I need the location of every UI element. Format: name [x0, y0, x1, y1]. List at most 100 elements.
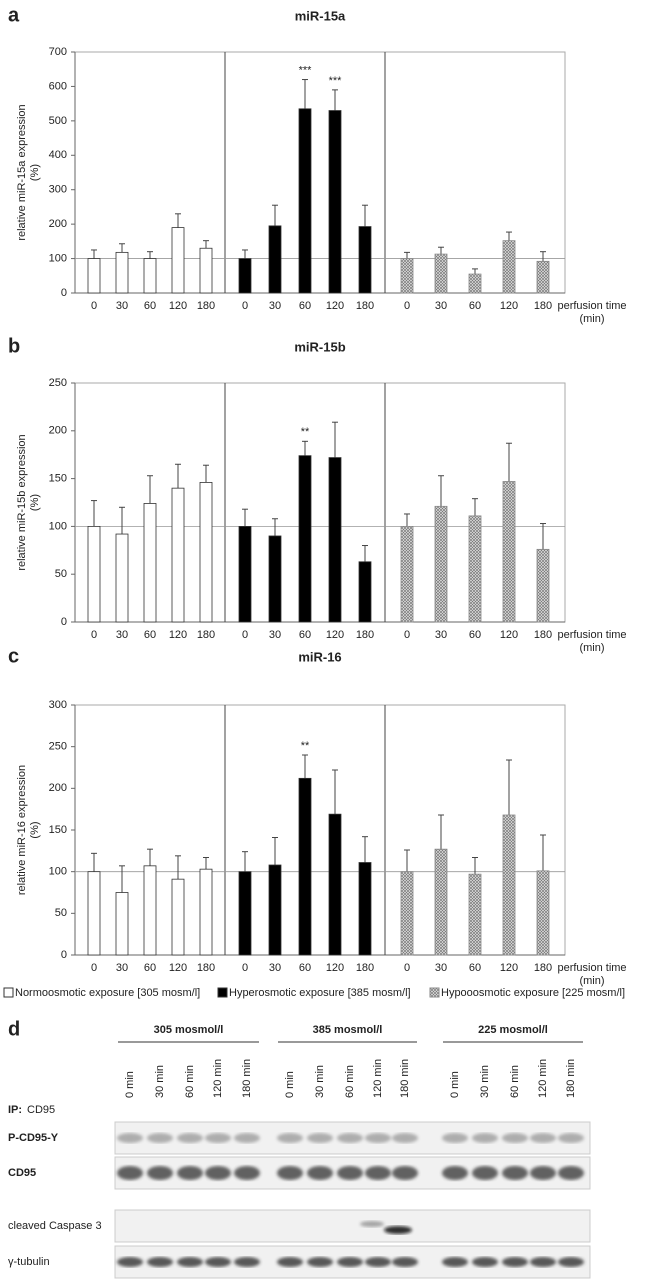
- bar: [199, 868, 213, 956]
- bar: [468, 515, 482, 623]
- lane-label: 60 min: [344, 1065, 356, 1098]
- legend-label: Hyperosmotic exposure [385 mosm/l]: [229, 987, 411, 999]
- band: [307, 1133, 333, 1143]
- y-axis-label: relative miR-16 expression: [16, 765, 28, 895]
- x-tick-label: 60: [144, 300, 156, 312]
- y-tick-label: 100: [49, 866, 67, 878]
- x-axis-label: perfusion time: [557, 300, 626, 312]
- y-axis-label: (%): [29, 164, 41, 181]
- bar: [199, 482, 213, 623]
- band: [442, 1166, 468, 1180]
- band: [117, 1257, 143, 1267]
- panel-letter: b: [8, 335, 20, 357]
- band: [307, 1257, 333, 1267]
- chart-title: miR-16: [298, 649, 341, 664]
- x-tick-label: 0: [404, 629, 410, 641]
- bar: [199, 247, 213, 294]
- x-axis-label: perfusion time: [557, 629, 626, 641]
- x-tick-label: 60: [299, 300, 311, 312]
- x-axis-label: (min): [579, 642, 604, 654]
- x-tick-label: 30: [269, 629, 281, 641]
- bar: [502, 814, 516, 956]
- y-tick-label: 300: [49, 699, 67, 711]
- bar: [298, 455, 312, 623]
- y-tick-label: 0: [61, 616, 67, 628]
- band: [205, 1257, 231, 1267]
- bar: [358, 862, 372, 956]
- band: [365, 1257, 391, 1267]
- bar: [268, 535, 282, 623]
- y-tick-label: 100: [49, 520, 67, 532]
- bar: [143, 258, 157, 294]
- y-axis-label: (%): [29, 494, 41, 511]
- bar: [238, 871, 252, 956]
- row-label: CD95: [8, 1167, 36, 1179]
- y-tick-label: 200: [49, 782, 67, 794]
- x-tick-label: 0: [242, 300, 248, 312]
- band: [392, 1166, 418, 1180]
- row-label: cleaved Caspase 3: [8, 1220, 102, 1232]
- legend-label: Normoosmotic exposure [305 mosm/l]: [15, 987, 200, 999]
- bar: [400, 526, 414, 623]
- y-axis-label: relative miR-15b expression: [16, 434, 28, 570]
- y-tick-label: 150: [49, 824, 67, 836]
- ip-target: CD95: [27, 1104, 55, 1116]
- panel-letter: a: [8, 4, 20, 26]
- band: [307, 1166, 333, 1180]
- lane-label: 0 min: [449, 1071, 461, 1098]
- band: [392, 1133, 418, 1143]
- bar: [358, 226, 372, 294]
- x-axis-label: perfusion time: [557, 962, 626, 974]
- legend-label: Hypooosmotic exposure [225 mosm/l]: [441, 987, 625, 999]
- x-tick-label: 30: [435, 629, 447, 641]
- y-tick-label: 600: [49, 80, 67, 92]
- x-tick-label: 60: [144, 962, 156, 974]
- band: [337, 1166, 363, 1180]
- x-tick-label: 120: [169, 300, 187, 312]
- band: [530, 1133, 556, 1143]
- x-tick-label: 60: [469, 300, 481, 312]
- x-tick-label: 0: [242, 962, 248, 974]
- band: [337, 1257, 363, 1267]
- bar: [468, 273, 482, 294]
- lane-label: 180 min: [565, 1059, 577, 1098]
- band: [502, 1166, 528, 1180]
- bar: [143, 865, 157, 956]
- bar: [87, 871, 101, 956]
- bar: [358, 561, 372, 623]
- x-tick-label: 180: [534, 300, 552, 312]
- band: [392, 1257, 418, 1267]
- band: [502, 1133, 528, 1143]
- bar: [298, 108, 312, 294]
- lane-label: 60 min: [184, 1065, 196, 1098]
- x-tick-label: 0: [404, 962, 410, 974]
- band: [530, 1257, 556, 1267]
- lane-label: 30 min: [314, 1065, 326, 1098]
- band: [147, 1166, 173, 1180]
- band: [234, 1166, 260, 1180]
- band: [277, 1133, 303, 1143]
- bar: [536, 548, 550, 623]
- band: [177, 1166, 203, 1180]
- band: [442, 1257, 468, 1267]
- lane-label: 30 min: [154, 1065, 166, 1098]
- blot-strip: [114, 1209, 591, 1243]
- bar: [238, 258, 252, 294]
- x-tick-label: 60: [299, 962, 311, 974]
- x-tick-label: 120: [169, 962, 187, 974]
- band: [234, 1257, 260, 1267]
- band: [365, 1133, 391, 1143]
- bar: [298, 777, 312, 956]
- x-axis-label: (min): [579, 975, 604, 987]
- bar: [434, 848, 448, 956]
- x-tick-label: 30: [116, 629, 128, 641]
- y-tick-label: 250: [49, 377, 67, 389]
- y-tick-label: 400: [49, 149, 67, 161]
- x-tick-label: 60: [469, 629, 481, 641]
- lane-label: 120 min: [372, 1059, 384, 1098]
- x-tick-label: 120: [500, 629, 518, 641]
- legend-swatch: [429, 987, 440, 998]
- x-tick-label: 180: [356, 962, 374, 974]
- band: [177, 1133, 203, 1143]
